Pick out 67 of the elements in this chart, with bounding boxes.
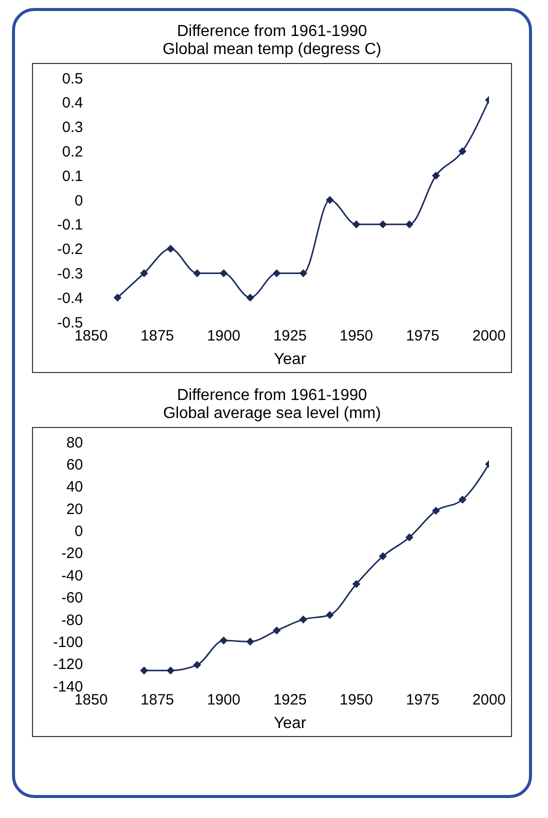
y-tick-label: 0.4 [62, 94, 83, 112]
point [193, 660, 202, 669]
chart-title: Difference from 1961-1990 [176, 23, 368, 41]
point [352, 220, 360, 228]
y-tick-label: -40 [61, 567, 83, 584]
point [326, 611, 334, 620]
y-tick-label: -0.1 [57, 216, 83, 234]
point [272, 269, 281, 278]
point [432, 172, 440, 180]
chart-title: Difference from 1961-1990 [176, 387, 368, 405]
x-axis-title: Year [274, 715, 307, 732]
point [458, 147, 466, 156]
x-tick-label: 1925 [273, 328, 307, 345]
y-tick-label: 80 [66, 434, 83, 452]
y-tick-label: -100 [52, 634, 83, 651]
point [378, 552, 387, 560]
y-tick-label: 60 [66, 456, 83, 474]
x-tick-label: 1975 [406, 328, 440, 345]
x-tick-label: 1975 [406, 692, 440, 709]
point [272, 626, 281, 635]
chart-subtitle: Global average sea level (mm) [162, 405, 382, 423]
x-tick-label: 1900 [206, 328, 240, 345]
x-tick-label: 1875 [140, 328, 174, 345]
y-tick-label: -120 [52, 656, 83, 674]
x-tick-label: 1925 [273, 692, 307, 709]
y-tick-label: -0.2 [57, 241, 83, 258]
point [140, 666, 148, 674]
point [166, 244, 175, 253]
y-tick-label: -60 [61, 590, 83, 607]
point [166, 666, 175, 674]
point [432, 506, 440, 515]
y-tick-label: 0.5 [62, 70, 83, 88]
x-tick-label: 1950 [340, 328, 374, 345]
point [193, 269, 202, 278]
x-tick-label: 1875 [140, 692, 174, 709]
point [246, 638, 254, 646]
point [220, 636, 228, 645]
x-tick-label: 1900 [206, 692, 240, 709]
point [246, 294, 254, 302]
y-tick-label: -0.3 [57, 266, 83, 283]
y-tick-label: -0.4 [57, 290, 83, 307]
point [405, 533, 414, 542]
y-tick-label: 0 [74, 523, 83, 540]
y-tick-label: -20 [61, 545, 83, 562]
point [299, 615, 308, 624]
point [114, 294, 122, 302]
y-tick-label: -80 [61, 612, 83, 629]
point [458, 496, 466, 504]
y-tick-label: 0 [74, 192, 83, 210]
x-axis-title: Year [274, 351, 307, 368]
x-tick-label: 1950 [340, 692, 374, 709]
x-tick-label: 2000 [472, 328, 506, 345]
point [299, 269, 308, 278]
point [405, 220, 414, 228]
point [220, 269, 228, 278]
x-tick-label: 2000 [472, 692, 506, 709]
chart-subtitle: Global mean temp (degress C) [162, 41, 382, 59]
point [352, 580, 360, 588]
y-tick-label: 0.1 [62, 168, 83, 185]
rounded-frame: Difference from 1961-1990 Global mean temp (degress C) 1850 1875 1900 1925 1950 1975 2000 Year -0.5 -0.4 -0.3 -0.2 -0.1 0 0.1 0.2 0.3 0.4 0.5 Difference from 1961-1990 Global average sea level (mm) 1850 1875 1900 1925 1950 1975 2000 Year -140 -120 -100 -80 -60 -40 -20 0 20 40 60 80 [12, 8, 532, 798]
y-tick-label: 0.2 [62, 144, 83, 161]
y-tick-label: 0.3 [62, 119, 83, 136]
y-tick-label: 40 [66, 478, 83, 496]
y-tick-label: 20 [66, 500, 83, 518]
point [140, 269, 148, 278]
point [326, 196, 334, 204]
point [378, 220, 387, 228]
